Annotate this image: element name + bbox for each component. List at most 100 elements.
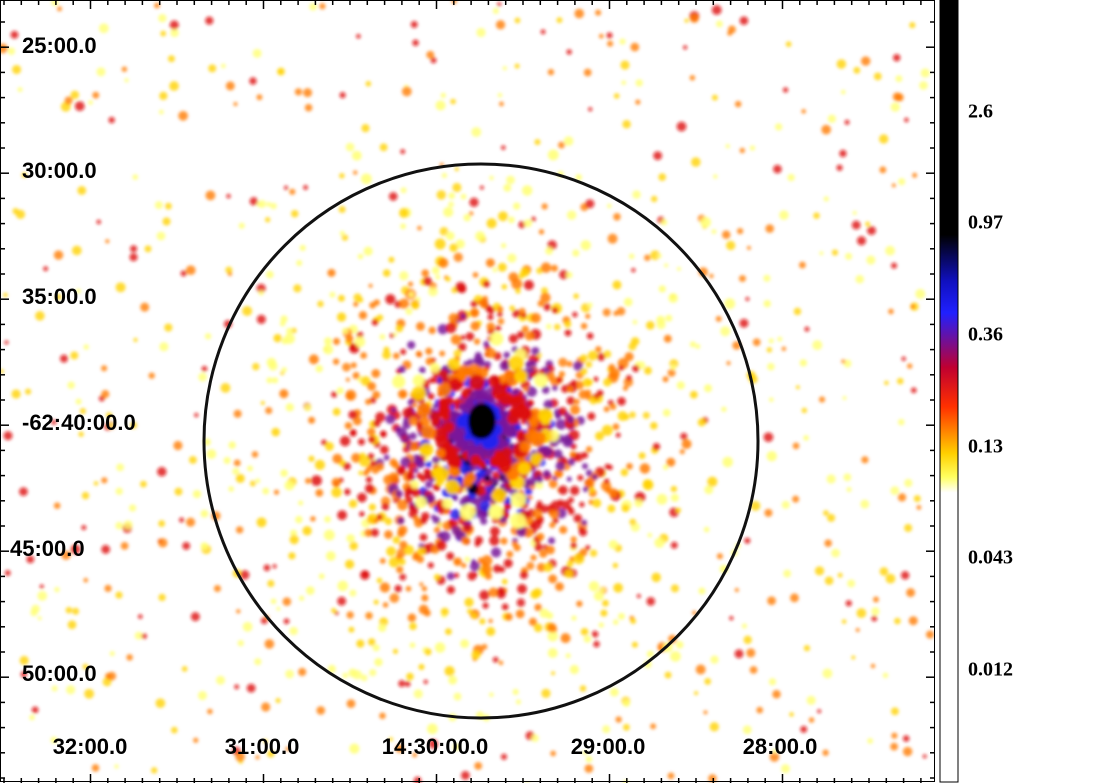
emission-speck — [314, 459, 326, 470]
emission-core — [438, 408, 448, 417]
emission-speck — [497, 92, 503, 98]
emission-speck — [165, 202, 172, 210]
emission-speck — [101, 365, 108, 372]
emission-core — [429, 410, 442, 423]
emission-speck — [271, 377, 279, 384]
emission-speck — [53, 250, 64, 260]
emission-speck — [338, 205, 346, 214]
emission-speck — [425, 357, 434, 366]
emission-speck — [709, 273, 714, 279]
emission-speck — [772, 748, 778, 754]
emission-speck — [188, 456, 197, 464]
emission-speck — [216, 675, 226, 685]
emission-speck — [397, 389, 408, 399]
colorbar-label: 0.13 — [968, 436, 1003, 458]
emission-speck — [560, 633, 571, 644]
emission-speck — [4, 340, 9, 345]
emission-speck — [327, 664, 336, 674]
emission-speck — [270, 202, 277, 210]
emission-speck — [346, 611, 354, 619]
emission-speck — [402, 407, 414, 419]
emission-core — [468, 403, 496, 439]
emission-speck — [162, 217, 171, 226]
emission-speck — [831, 548, 840, 558]
emission-speck — [856, 236, 867, 246]
emission-speck — [406, 472, 414, 481]
emission-speck — [237, 639, 244, 647]
emission-speck — [891, 732, 898, 739]
emission-speck — [495, 325, 502, 332]
emission-speck — [349, 743, 360, 754]
emission-speck — [523, 279, 534, 291]
emission-speck — [453, 557, 463, 566]
emission-speck — [623, 297, 633, 307]
emission-speck — [630, 618, 637, 624]
emission-speck — [664, 263, 669, 268]
emission-speck — [395, 426, 402, 433]
emission-speck — [501, 243, 507, 249]
emission-speck — [689, 341, 696, 348]
emission-speck — [724, 298, 736, 310]
emission-speck — [173, 440, 183, 451]
emission-speck — [395, 744, 405, 753]
emission-speck — [408, 509, 418, 519]
emission-speck — [357, 438, 366, 446]
emission-speck — [421, 594, 429, 602]
emission-speck — [670, 493, 679, 502]
y-axis-label: -62:40:00.0 — [22, 410, 136, 435]
emission-speck — [801, 109, 806, 114]
emission-core — [437, 382, 452, 397]
emission-core — [447, 358, 460, 371]
emission-speck — [453, 252, 463, 262]
emission-speck — [890, 707, 899, 716]
emission-speck — [70, 544, 81, 555]
emission-speck — [532, 509, 543, 519]
emission-speck — [346, 699, 356, 709]
emission-core — [410, 480, 419, 489]
emission-speck — [464, 597, 474, 607]
emission-speck — [483, 340, 490, 348]
emission-speck — [890, 102, 900, 112]
emission-speck — [618, 365, 624, 371]
emission-speck — [430, 57, 437, 64]
emission-speck — [439, 227, 449, 236]
emission-speck — [582, 750, 588, 756]
emission-speck — [234, 684, 240, 690]
emission-speck — [792, 495, 800, 503]
emission-speck — [371, 369, 381, 378]
emission-speck — [499, 515, 507, 524]
emission-speck — [383, 474, 394, 485]
emission-speck — [140, 302, 150, 312]
emission-speck — [591, 474, 598, 480]
emission-speck — [800, 725, 808, 733]
emission-speck — [497, 318, 505, 325]
emission-speck — [736, 228, 744, 235]
emission-speck — [700, 216, 711, 228]
emission-speck — [408, 291, 415, 298]
emission-speck — [612, 423, 620, 431]
emission-speck — [30, 609, 38, 617]
emission-speck — [676, 121, 687, 132]
emission-speck — [501, 578, 508, 585]
emission-speck — [670, 651, 681, 662]
emission-speck — [167, 55, 175, 63]
emission-speck — [691, 157, 701, 167]
emission-speck — [227, 271, 233, 277]
emission-speck — [583, 635, 591, 643]
emission-speck — [451, 526, 462, 536]
emission-speck — [496, 306, 504, 313]
emission-speck — [670, 364, 677, 371]
emission-speck — [531, 216, 536, 222]
emission-speck — [11, 389, 21, 399]
emission-speck — [107, 422, 115, 429]
emission-speck — [635, 79, 643, 87]
emission-speck — [350, 362, 357, 369]
x-axis-label: 31:00.0 — [225, 734, 300, 759]
emission-speck — [531, 346, 540, 356]
emission-speck — [349, 343, 357, 351]
emission-speck — [370, 528, 379, 537]
emission-speck — [379, 333, 386, 340]
emission-speck — [745, 296, 750, 302]
emission-speck — [373, 299, 380, 306]
emission-speck — [399, 573, 407, 581]
